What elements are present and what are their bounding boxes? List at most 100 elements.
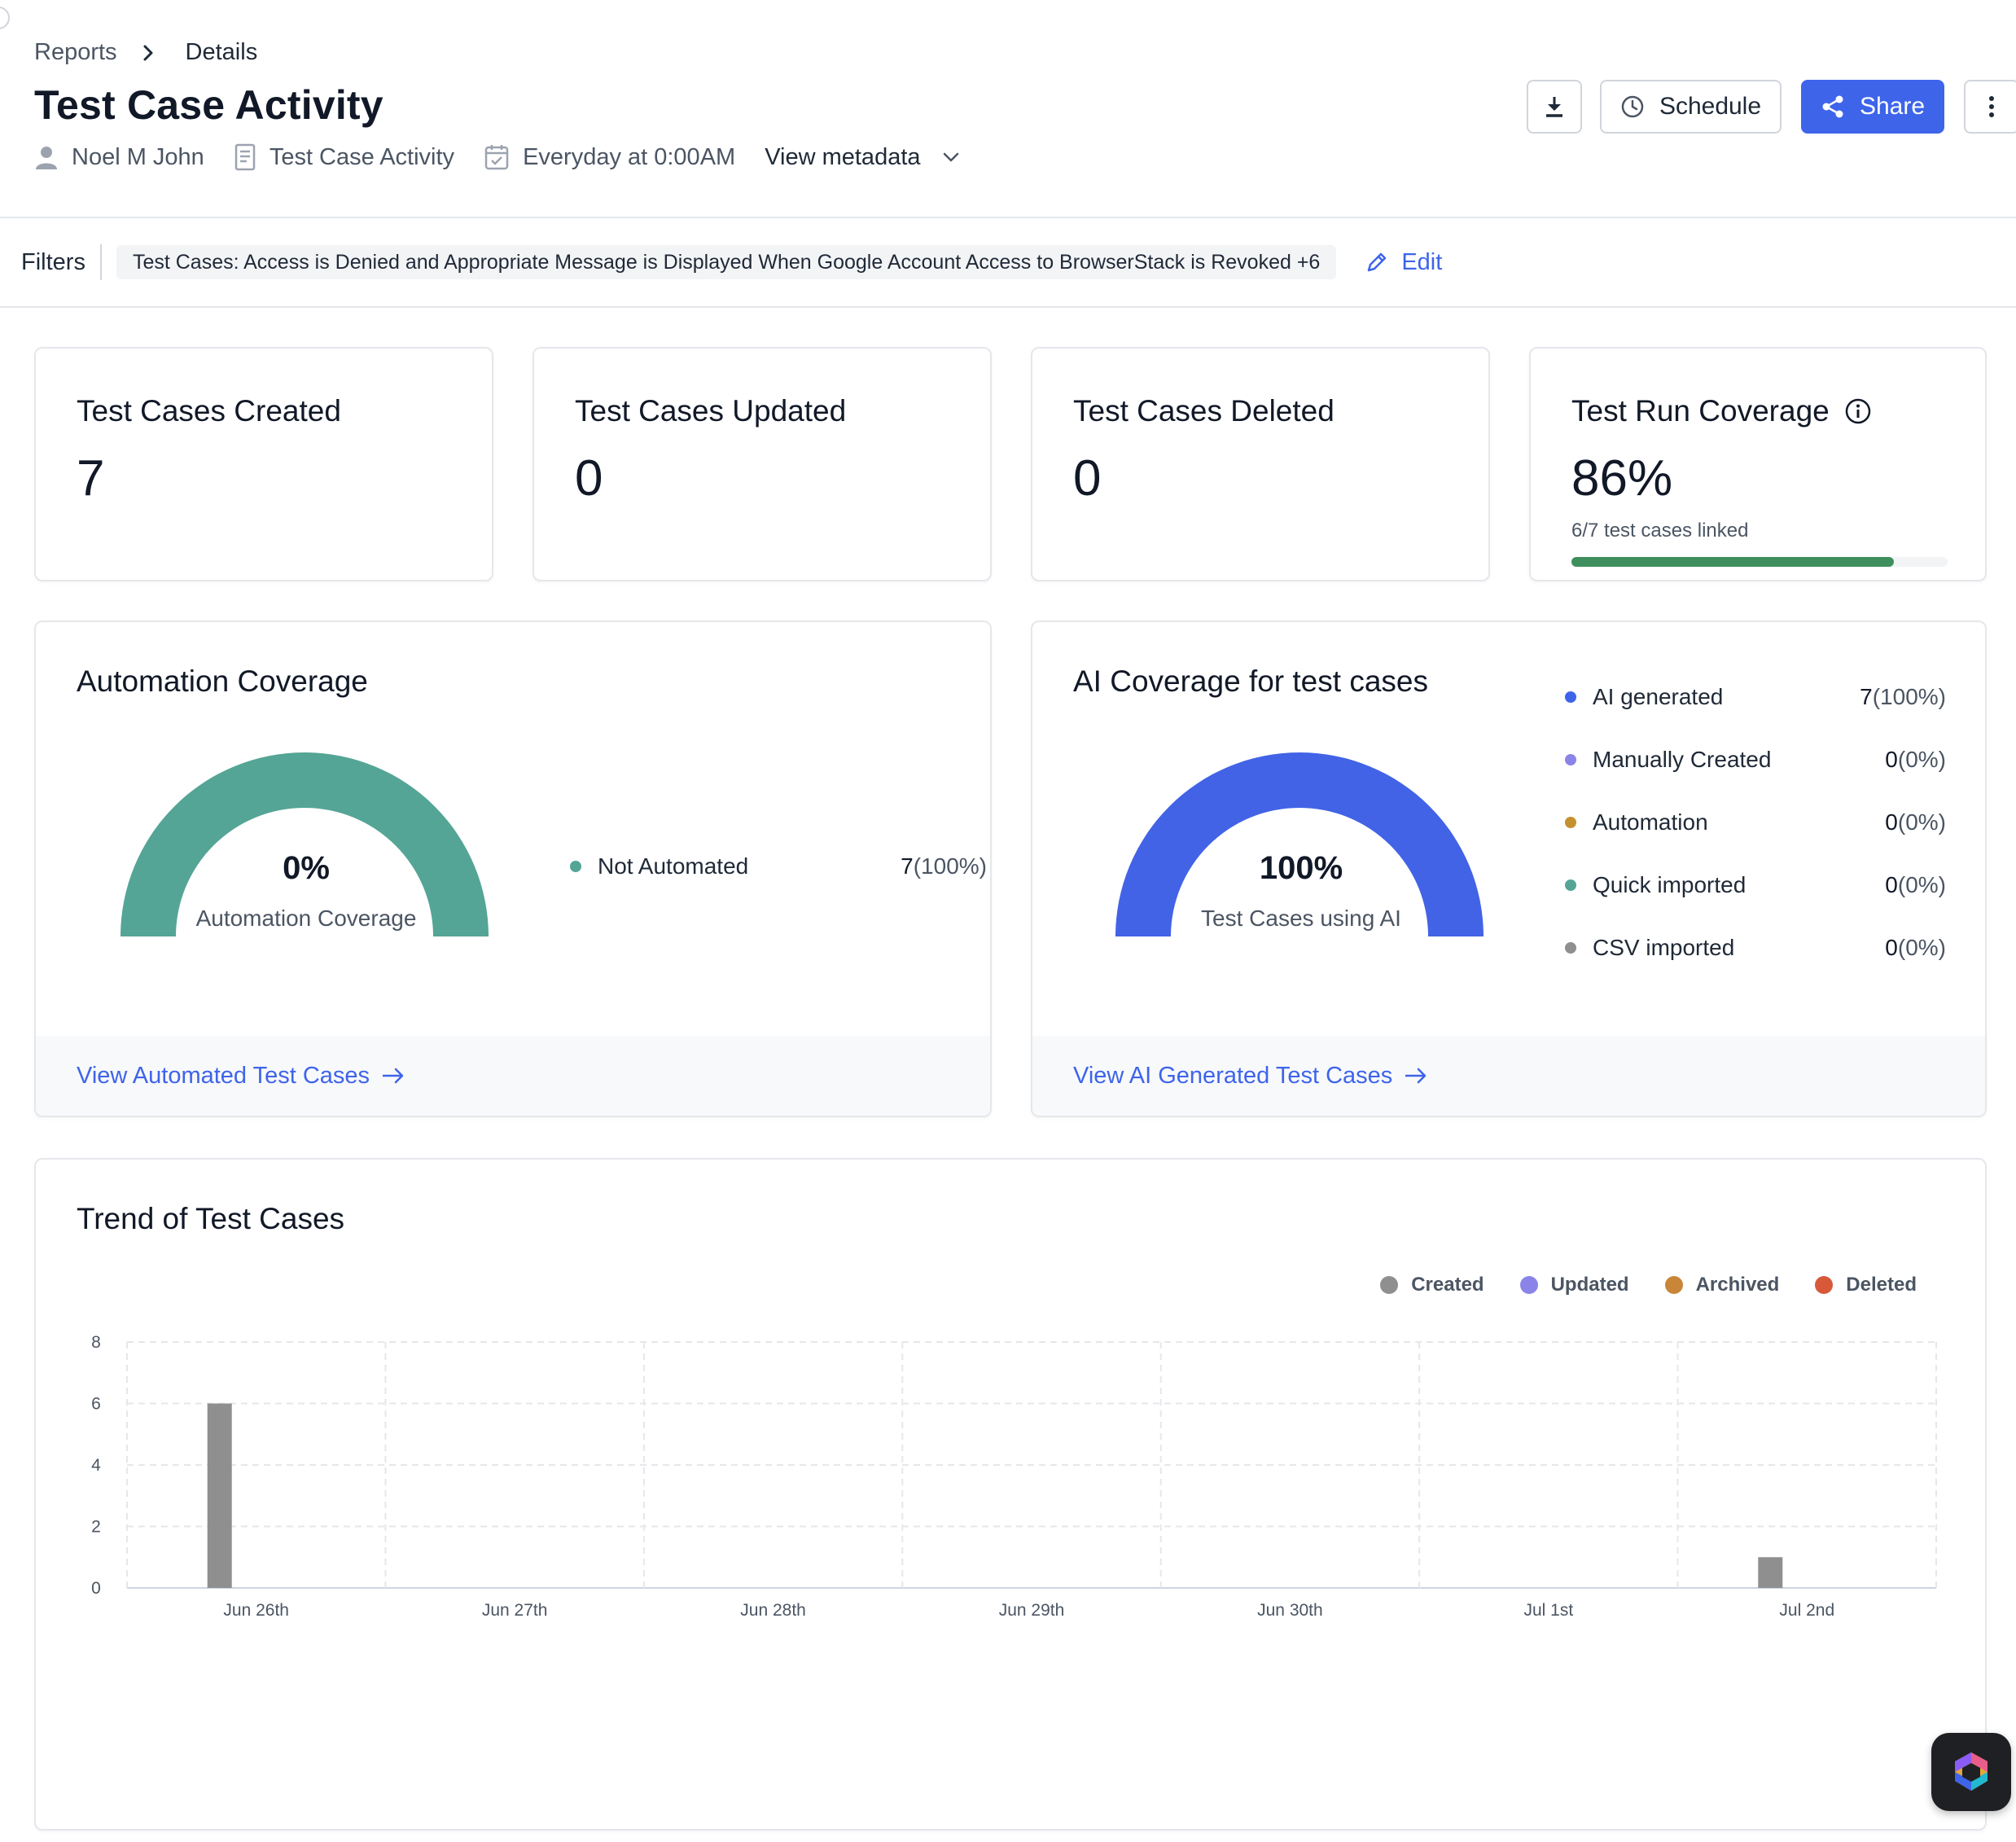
y-tick-label: 6 (91, 1395, 101, 1414)
filters-label: Filters (21, 244, 102, 280)
automation-gauge-arc (121, 752, 489, 936)
stat-card-run-coverage: Test Run Coverage 86% 6/7 test cases lin… (1529, 347, 1987, 581)
legend-dot (570, 861, 581, 872)
legend-item-automation: Automation 0(0%) (1565, 809, 1946, 835)
x-tick-label: Jun 30th (1257, 1601, 1323, 1620)
stat-card-deleted: Test Cases Deleted 0 (1031, 347, 1490, 581)
legend-dot (1565, 754, 1576, 765)
chevron-right-icon (142, 43, 155, 63)
edit-filters-label: Edit (1401, 248, 1443, 275)
gauge-value: 0% (283, 850, 330, 886)
legend-count: 0(0%) (1885, 935, 1946, 960)
legend-item-csv-imported: CSV imported 0(0%) (1565, 935, 1946, 961)
page-title: Test Case Activity (34, 82, 383, 128)
legend-label: Not Automated (598, 853, 749, 879)
share-button[interactable]: Share (1801, 80, 1944, 134)
legend-item-ai-generated: AI generated 7(100%) (1565, 684, 1946, 710)
stat-title: Test Cases Updated (575, 394, 847, 428)
y-tick-label: 4 (91, 1456, 101, 1475)
legend-item-manually-created: Manually Created 0(0%) (1565, 747, 1946, 773)
view-automated-label: View Automated Test Cases (77, 1062, 370, 1089)
meta-schedule: Everyday at 0:00AM (484, 143, 735, 171)
view-metadata-dropdown[interactable]: View metadata (765, 144, 959, 171)
chart-legend-label: Deleted (1846, 1274, 1917, 1296)
document-icon (234, 143, 256, 171)
stat-title: Test Cases Created (77, 394, 341, 428)
coverage-subtext: 6/7 test cases linked (1571, 520, 1749, 542)
y-tick-label: 2 (91, 1518, 101, 1537)
automation-coverage-panel: Automation Coverage 0% Automation Covera… (34, 621, 992, 1117)
x-tick-label: Jun 27th (482, 1601, 548, 1620)
gauge-label: Test Cases using AI (1201, 906, 1401, 931)
schedule-button[interactable]: Schedule (1600, 80, 1782, 134)
stat-value: 7 (77, 450, 105, 507)
legend-count: 0(0%) (1885, 872, 1946, 897)
clock-icon (1621, 95, 1644, 118)
x-tick-label: Jun 28th (740, 1601, 806, 1620)
chevron-down-icon (943, 152, 958, 162)
stat-value: 86% (1571, 450, 1673, 507)
x-tick-label: Jul 1st (1524, 1601, 1574, 1620)
legend-label: Manually Created (1593, 747, 1772, 772)
more-options-button[interactable] (1964, 80, 2016, 134)
legend-count: 0(0%) (1885, 809, 1946, 835)
chart-legend-label: Created (1411, 1274, 1484, 1296)
bar-created-1[interactable] (207, 1403, 232, 1589)
toolbar: Schedule Share (1527, 80, 2016, 134)
chart-legend-item-updated[interactable]: Updated (1519, 1274, 1629, 1296)
stat-card-updated: Test Cases Updated 0 (532, 347, 992, 581)
panel-title: Automation Coverage (77, 664, 368, 698)
coverage-progress-bar (1571, 557, 1948, 567)
view-ai-generated-link[interactable]: View AI Generated Test Cases (1032, 1036, 1985, 1116)
x-tick-label: Jul 2nd (1779, 1601, 1834, 1620)
panel-title: AI Coverage for test cases (1073, 664, 1428, 698)
chart-legend-dot (1815, 1276, 1834, 1294)
legend-dot (1565, 691, 1576, 703)
automation-gauge: 0% Automation Coverage (121, 752, 492, 948)
filter-chip[interactable]: Test Cases: Access is Denied and Appropr… (116, 245, 1337, 279)
stat-value: 0 (1073, 450, 1102, 507)
meta-schedule-label: Everyday at 0:00AM (523, 143, 736, 170)
trend-panel: Trend of Test Cases Created Updated Archiv… (34, 1158, 1987, 1831)
calendar-check-icon (484, 145, 509, 170)
legend-count: 0(0%) (1885, 747, 1946, 772)
breadcrumb: Reports Details (34, 39, 257, 66)
panel-title: Trend of Test Cases (77, 1202, 345, 1235)
ai-gauge: 100% Test Cases using AI (1115, 752, 1487, 948)
filters-bar: Filters Test Cases: Access is Denied and… (0, 218, 2016, 306)
legend-dot (1565, 942, 1576, 954)
coverage-progress-fill (1571, 557, 1894, 567)
view-ai-generated-label: View AI Generated Test Cases (1073, 1062, 1393, 1089)
view-automated-link[interactable]: View Automated Test Cases (36, 1036, 990, 1116)
gauge-label: Automation Coverage (195, 906, 417, 931)
download-icon (1546, 97, 1562, 117)
share-icon (1822, 95, 1843, 118)
chart-legend-dot (1664, 1276, 1683, 1294)
meta-owner: Noel M John (34, 144, 204, 171)
stat-value: 0 (575, 450, 603, 507)
legend-item-not-automated: Not Automated 7(100%) (570, 853, 987, 879)
arrow-right-icon (383, 1068, 404, 1084)
breadcrumb-reports-link[interactable]: Reports (34, 39, 117, 65)
chart-legend-item-deleted[interactable]: Deleted (1815, 1274, 1917, 1296)
info-icon[interactable] (1844, 397, 1872, 425)
stat-title: Test Run Coverage (1571, 394, 1872, 428)
user-icon (36, 147, 57, 169)
report-meta: Noel M John Test Case Activity Everyday … (34, 143, 960, 171)
breadcrumb-current: Details (185, 39, 258, 65)
meta-report-type: Test Case Activity (234, 143, 454, 171)
legend-item-quick-imported: Quick imported 0(0%) (1565, 872, 1946, 898)
y-tick-label: 0 (91, 1579, 101, 1598)
legend-label: Automation (1593, 809, 1708, 835)
ai-coverage-panel: AI Coverage for test cases 100% Test Cas… (1031, 621, 1987, 1117)
bar-created-7[interactable] (1758, 1557, 1783, 1588)
chart-legend-item-archived[interactable]: Archived (1664, 1274, 1779, 1296)
schedule-button-label: Schedule (1659, 93, 1762, 120)
chart-legend-item-created[interactable]: Created (1380, 1274, 1484, 1296)
legend-label: AI generated (1593, 684, 1724, 709)
legend-count: 7(100%) (901, 853, 987, 879)
edit-filters-button[interactable]: Edit (1365, 249, 1442, 276)
download-button[interactable] (1527, 80, 1582, 134)
assistant-launcher-button[interactable] (1931, 1733, 2011, 1811)
chart-legend-label: Updated (1550, 1274, 1629, 1296)
